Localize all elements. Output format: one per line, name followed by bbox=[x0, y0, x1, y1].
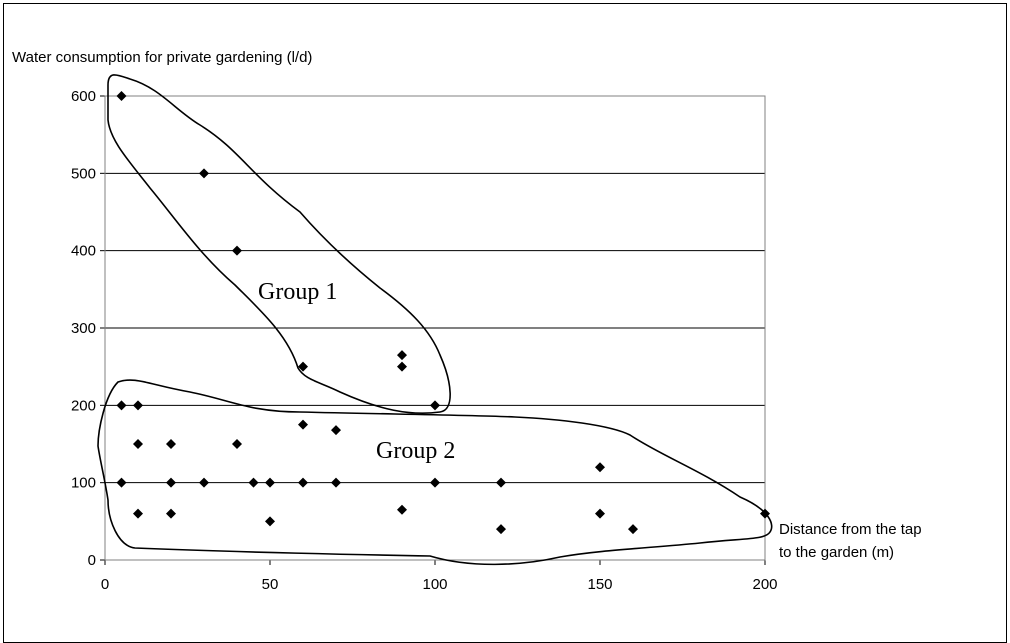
y-tick-label: 200 bbox=[71, 397, 96, 414]
data-point bbox=[298, 419, 308, 430]
data-point bbox=[232, 439, 242, 449]
data-point bbox=[133, 508, 143, 519]
data-point bbox=[166, 477, 176, 488]
data-points bbox=[116, 91, 770, 535]
data-point bbox=[248, 477, 259, 488]
y-tick-label: 600 bbox=[71, 88, 96, 105]
x-tick-label: 50 bbox=[262, 576, 279, 593]
group-1-label: Group 1 bbox=[258, 279, 337, 305]
data-point bbox=[430, 400, 440, 411]
data-point bbox=[496, 477, 506, 488]
y-tick-label: 400 bbox=[71, 243, 96, 260]
data-point bbox=[496, 524, 506, 535]
y-tick-label: 0 bbox=[88, 552, 96, 569]
data-point bbox=[116, 400, 127, 411]
group-2-label: Group 2 bbox=[376, 438, 455, 464]
y-tick-label: 100 bbox=[71, 475, 96, 492]
x-tick-label: 150 bbox=[587, 576, 612, 593]
y-axis-label: Water consumption for private gardening … bbox=[12, 49, 312, 66]
data-point bbox=[628, 524, 638, 535]
x-tick-label: 0 bbox=[101, 576, 109, 593]
data-point bbox=[265, 516, 275, 527]
x-axis-label-line-2: to the garden (m) bbox=[779, 544, 894, 561]
x-tick-label: 100 bbox=[422, 576, 447, 593]
data-point bbox=[265, 477, 275, 488]
data-point bbox=[232, 245, 242, 256]
y-tick-label: 300 bbox=[71, 320, 96, 337]
data-point bbox=[595, 508, 605, 519]
group-2-outline bbox=[97, 379, 773, 566]
data-point bbox=[199, 477, 209, 488]
data-point bbox=[397, 350, 407, 361]
data-point bbox=[760, 508, 770, 519]
data-point bbox=[199, 168, 209, 179]
data-point bbox=[331, 477, 341, 488]
data-point bbox=[116, 477, 127, 488]
data-point bbox=[166, 439, 176, 449]
data-point bbox=[133, 439, 143, 449]
group-1-outline bbox=[107, 74, 451, 414]
x-axis-label-line-1: Distance from the tap bbox=[779, 521, 922, 538]
data-point bbox=[397, 504, 407, 515]
data-point bbox=[298, 477, 308, 488]
plot-area-border bbox=[104, 95, 766, 561]
data-point bbox=[397, 361, 407, 372]
gridlines bbox=[100, 95, 766, 565]
data-point bbox=[166, 508, 176, 519]
data-point bbox=[595, 462, 605, 473]
axis-tick-labels: 0 100 200 300 400 500 600 0 50 100 150 200 bbox=[71, 88, 778, 593]
x-tick-label: 200 bbox=[752, 576, 777, 593]
data-point bbox=[298, 361, 308, 372]
data-point bbox=[133, 400, 143, 411]
y-tick-label: 500 bbox=[71, 165, 96, 182]
data-point bbox=[430, 477, 440, 488]
data-point bbox=[116, 91, 127, 101]
data-point bbox=[331, 425, 341, 436]
